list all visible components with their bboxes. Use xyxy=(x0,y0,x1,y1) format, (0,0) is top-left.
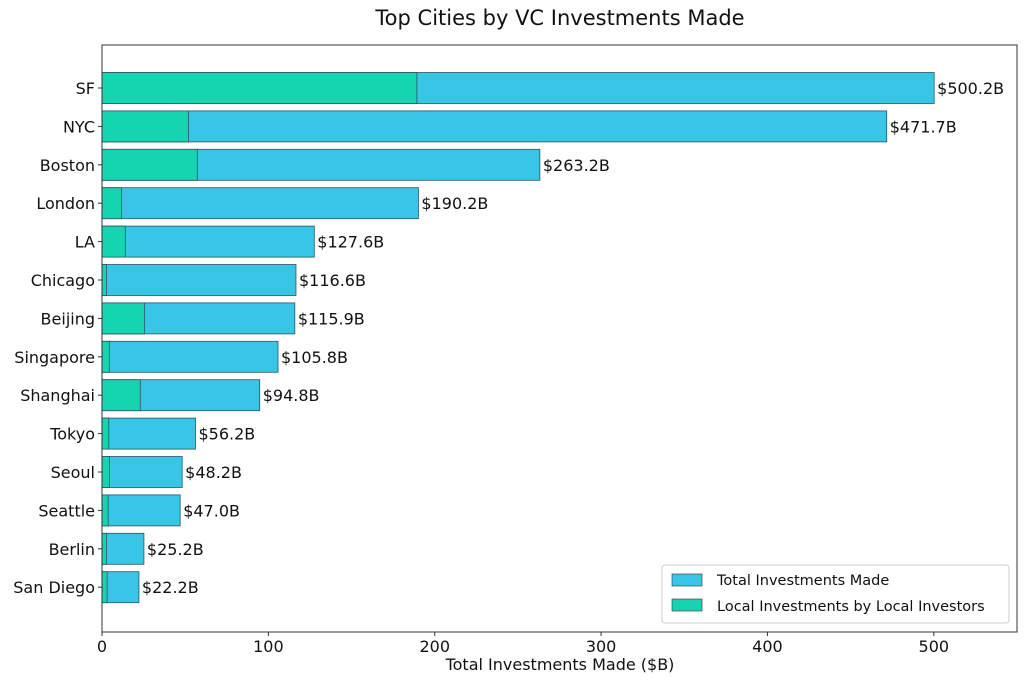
data-label: $94.8B xyxy=(263,386,320,405)
bar-local xyxy=(101,148,198,181)
y-tick-label: LA xyxy=(75,233,95,252)
bar-local xyxy=(101,302,145,335)
data-label: $25.2B xyxy=(147,540,204,559)
bar-local xyxy=(101,225,126,258)
data-label: $500.2B xyxy=(937,79,1004,98)
bar-total xyxy=(101,225,315,258)
bar-local xyxy=(101,532,107,565)
data-label: $47.0B xyxy=(183,501,240,520)
bar-total xyxy=(101,417,196,450)
data-label: $105.8B xyxy=(281,348,348,367)
y-tick-label: Chicago xyxy=(31,271,95,290)
bar-local xyxy=(101,417,110,450)
x-tick-label: 500 xyxy=(919,637,950,656)
y-tick-label: Boston xyxy=(40,156,95,175)
data-label: $471.7B xyxy=(890,117,957,136)
x-axis-label: Total Investments Made ($B) xyxy=(445,655,675,674)
x-tick-label: 100 xyxy=(253,637,284,656)
data-label: $22.2B xyxy=(142,578,199,597)
legend-swatch-local xyxy=(671,598,703,612)
bar-total xyxy=(101,532,145,565)
bar-total xyxy=(101,264,297,296)
bar-total xyxy=(101,494,181,527)
bar-local xyxy=(101,456,110,488)
bar-local xyxy=(101,72,418,104)
y-tick-label: Berlin xyxy=(49,540,95,559)
data-label: $190.2B xyxy=(421,194,488,213)
bar-total xyxy=(101,340,279,373)
y-tick-label: NYC xyxy=(63,117,95,136)
y-tick-label: San Diego xyxy=(13,578,95,597)
chart-title: Top Cities by VC Investments Made xyxy=(374,6,744,30)
legend: Total Investments Made Local Investments… xyxy=(661,564,1010,624)
y-tick-label: Singapore xyxy=(14,348,95,367)
y-tick-label: Tokyo xyxy=(49,425,95,444)
x-tick-label: 200 xyxy=(419,637,450,656)
bar-local xyxy=(101,187,123,220)
y-tick-label: Seattle xyxy=(38,501,95,520)
plot-frame xyxy=(101,44,1018,633)
x-tick-label: 300 xyxy=(586,637,617,656)
bar-total xyxy=(101,571,140,604)
data-label: $127.6B xyxy=(317,233,384,252)
y-tick-label: Beijing xyxy=(41,309,95,328)
y-tick-label: SF xyxy=(76,79,95,98)
x-tick-label: 0 xyxy=(97,637,107,656)
data-label: $116.6B xyxy=(299,271,366,290)
data-label: $56.2B xyxy=(198,425,255,444)
data-label: $115.9B xyxy=(298,309,365,328)
bar-total xyxy=(101,187,419,220)
bar-total xyxy=(101,456,183,488)
x-tick-label: 400 xyxy=(752,637,783,656)
bar-local xyxy=(101,494,109,527)
y-tick-label: London xyxy=(36,194,95,213)
bar-local xyxy=(101,264,107,296)
bar-local xyxy=(101,379,141,412)
legend-label-total: Total Investments Made xyxy=(716,573,889,589)
bar-total xyxy=(101,110,888,143)
data-label: $263.2B xyxy=(543,156,610,175)
data-label: $48.2B xyxy=(185,463,242,482)
bar-local xyxy=(101,110,189,143)
legend-swatch-total xyxy=(671,573,703,587)
bar-local xyxy=(101,571,108,604)
y-tick-label: Shanghai xyxy=(20,386,95,405)
y-tick-label: Seoul xyxy=(51,463,95,482)
bar-local xyxy=(101,340,110,373)
legend-label-local: Local Investments by Local Investors xyxy=(717,599,985,615)
